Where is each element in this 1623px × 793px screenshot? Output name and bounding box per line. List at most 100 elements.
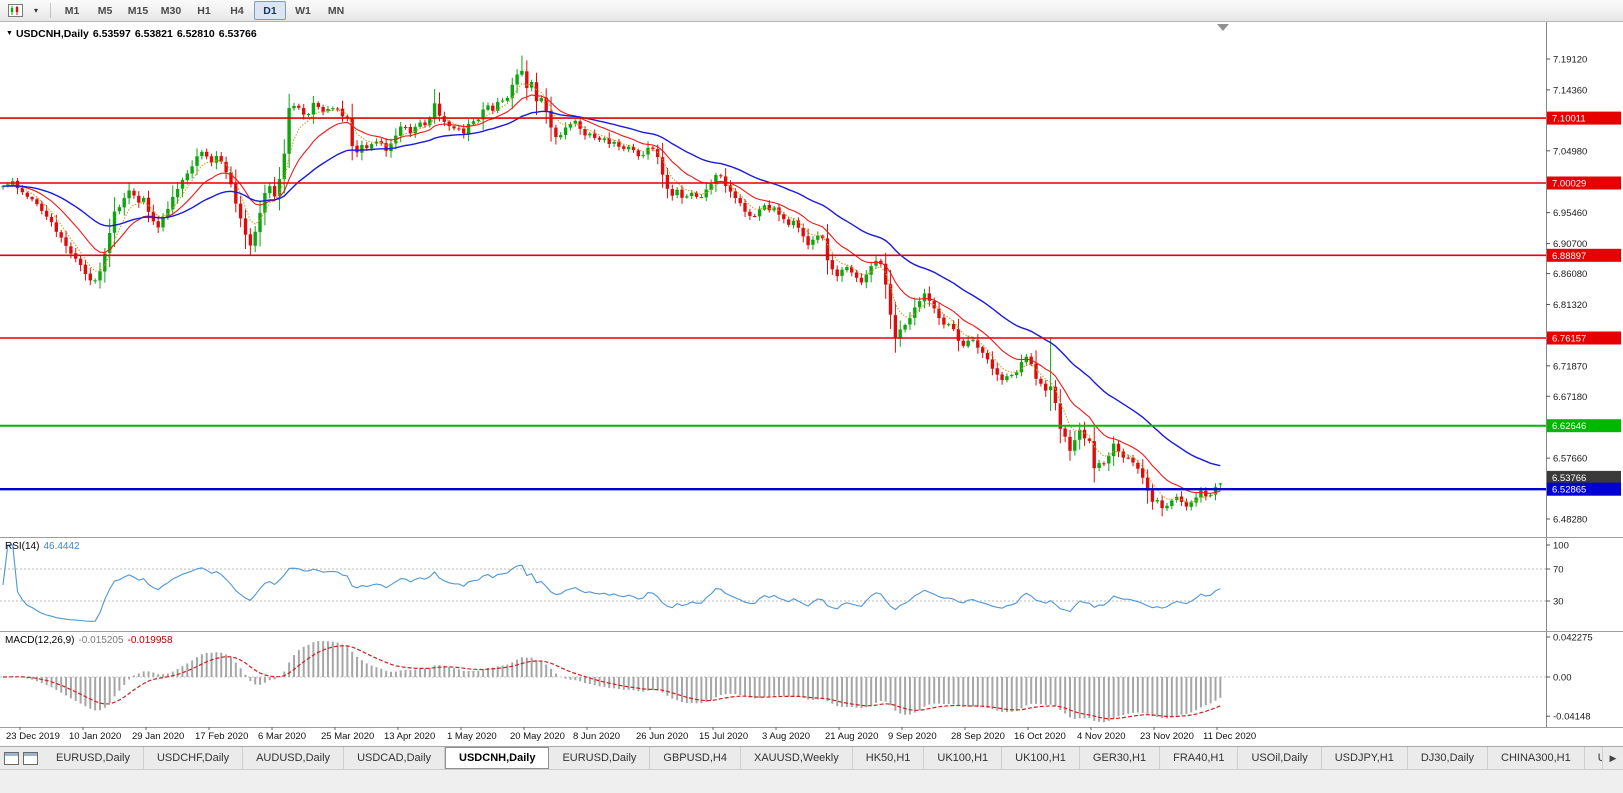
chart-tab-usdjpyh1[interactable]: USDJPY,H1 — [1322, 747, 1408, 769]
chart-tab-eurusddaily[interactable]: EURUSD,Daily — [549, 747, 651, 769]
chart-window[interactable]: 7.19120 7.14360 7.04980 6.95460 6.90700 6.860… — [0, 22, 1623, 746]
svg-text:4 Nov 2020: 4 Nov 2020 — [1077, 731, 1126, 742]
svg-text:28 Sep 2020: 28 Sep 2020 — [951, 731, 1005, 742]
svg-text:70: 70 — [1553, 565, 1564, 576]
chart-tab-uk100h1[interactable]: UK100,H1 — [1002, 747, 1080, 769]
svg-text:6.57660: 6.57660 — [1553, 454, 1587, 465]
ma-34-line — [2, 110, 1221, 467]
chart-tab-hk50h1[interactable]: HK50,H1 — [853, 747, 925, 769]
ohlc-high: 6.53821 — [134, 28, 173, 40]
chart-window-icon[interactable] — [4, 1, 27, 21]
chart-tab-dj30daily[interactable]: DJ30,Daily — [1408, 747, 1489, 769]
svg-text:6 Mar 2020: 6 Mar 2020 — [258, 731, 306, 742]
rsi-value: 46.4442 — [43, 541, 80, 552]
chart-tab-uk100h1[interactable]: UK100,H1 — [924, 747, 1003, 769]
chart-list-dropdown-icon[interactable]: ▾ — [33, 6, 38, 15]
svg-text:17 Feb 2020: 17 Feb 2020 — [195, 731, 248, 742]
svg-text:6.88897: 6.88897 — [1552, 251, 1586, 262]
chart-tab-usdcaddaily[interactable]: USDCAD,Daily — [344, 747, 446, 769]
svg-text:6.90700: 6.90700 — [1553, 239, 1587, 250]
macd-signal-value: -0.019958 — [127, 635, 173, 646]
status-bar — [0, 769, 1623, 793]
svg-text:29 Jan 2020: 29 Jan 2020 — [132, 731, 184, 742]
svg-text:26 Jun 2020: 26 Jun 2020 — [636, 731, 688, 742]
ohlc-low: 6.52810 — [176, 28, 215, 40]
chart-tab-eurusddaily[interactable]: EURUSD,Daily — [43, 747, 144, 769]
svg-text:6.53766: 6.53766 — [1552, 473, 1586, 484]
svg-text:8 Jun 2020: 8 Jun 2020 — [573, 731, 620, 742]
timeframe-button-w1[interactable]: W1 — [295, 4, 311, 17]
macd-name: MACD(12,26,9) — [5, 635, 75, 646]
svg-text:21 Aug 2020: 21 Aug 2020 — [825, 731, 878, 742]
expand-triangle-icon[interactable]: ▼ — [6, 30, 13, 37]
svg-text:100: 100 — [1553, 541, 1569, 552]
rsi-line — [2, 544, 1221, 622]
svg-text:6.71870: 6.71870 — [1553, 361, 1587, 372]
svg-text:0.00: 0.00 — [1553, 673, 1572, 684]
ohlc-open: 6.53597 — [92, 28, 131, 40]
svg-text:6.86080: 6.86080 — [1553, 269, 1587, 280]
svg-text:7.14360: 7.14360 — [1553, 85, 1587, 96]
timeframe-button-group: M1 M5 M15 M30 H1 H4 D1 W1 MN — [56, 1, 352, 20]
chart-tab-usdchfdaily[interactable]: USDCHF,Daily — [144, 747, 244, 769]
chart-tabs-bar: EURUSD,Daily USDCHF,Daily AUDUSD,Daily USDC… — [0, 746, 1623, 769]
svg-text:16 Oct 2020: 16 Oct 2020 — [1014, 731, 1066, 742]
svg-text:6.67180: 6.67180 — [1553, 392, 1587, 403]
svg-text:15 Jul 2020: 15 Jul 2020 — [699, 731, 748, 742]
mini-candlestick-icon — [8, 4, 23, 17]
chart-tab-xauusdweekly[interactable]: XAUUSD,Weekly — [741, 747, 853, 769]
rsi-name: RSI(14) — [5, 541, 40, 552]
macd-main-value: -0.015205 — [78, 635, 124, 646]
svg-text:30: 30 — [1553, 597, 1564, 608]
chart-tab-gbpusdh4[interactable]: GBPUSD,H4 — [650, 747, 741, 769]
ma-5-line — [2, 82, 1221, 503]
chart-tab-usoildaily[interactable]: USOil,Daily — [1238, 747, 1322, 769]
timeframe-button-m15[interactable]: M15 — [127, 4, 149, 17]
timeframe-button-mn[interactable]: MN — [327, 4, 345, 17]
svg-text:7.10011: 7.10011 — [1552, 114, 1586, 125]
svg-text:3 Aug 2020: 3 Aug 2020 — [762, 731, 810, 742]
new-chart-window-icon[interactable] — [23, 751, 38, 765]
timeframe-button-m1[interactable]: M1 — [64, 4, 80, 17]
macd-histogram — [6, 641, 1222, 723]
chart-shift-marker-icon[interactable] — [1217, 24, 1229, 31]
svg-text:6.52865: 6.52865 — [1552, 485, 1586, 496]
timeframe-button-m5[interactable]: M5 — [97, 4, 113, 17]
chart-tab-usdcnhdaily[interactable]: USDCNH,Daily — [445, 747, 550, 769]
svg-text:7.19120: 7.19120 — [1553, 55, 1587, 66]
tile-windows-icon[interactable] — [4, 751, 19, 765]
svg-text:20 May 2020: 20 May 2020 — [510, 731, 565, 742]
svg-text:0.042275: 0.042275 — [1553, 633, 1593, 644]
timeframe-button-d1[interactable]: D1 — [254, 1, 286, 20]
svg-text:1 May 2020: 1 May 2020 — [447, 731, 497, 742]
svg-text:6.95460: 6.95460 — [1553, 208, 1587, 219]
date-axis: 23 Dec 2019 10 Jan 2020 29 Jan 2020 17 Feb … — [6, 727, 1256, 742]
timeframe-button-h1[interactable]: H1 — [197, 4, 211, 17]
timeframe-button-m30[interactable]: M30 — [160, 4, 182, 17]
price-chart-canvas[interactable]: 7.19120 7.14360 7.04980 6.95460 6.90700 6.860… — [0, 22, 1623, 746]
macd-indicator-label: MACD(12,26,9) -0.015205 -0.019958 — [5, 635, 177, 646]
ohlc-readout: ▼ USDCNH,Daily 6.53597 6.53821 6.52810 6.5376… — [6, 28, 261, 40]
svg-text:23 Nov 2020: 23 Nov 2020 — [1140, 731, 1194, 742]
symbol-period-label: USDCNH,Daily — [15, 28, 89, 40]
svg-text:13 Apr 2020: 13 Apr 2020 — [384, 731, 435, 742]
svg-text:6.81320: 6.81320 — [1553, 300, 1587, 311]
timeframe-button-h4[interactable]: H4 — [230, 4, 244, 17]
chart-tab-u[interactable]: U — [1585, 747, 1602, 769]
svg-text:25 Mar 2020: 25 Mar 2020 — [321, 731, 374, 742]
chart-tab-fra40h1[interactable]: FRA40,H1 — [1160, 747, 1239, 769]
svg-text:7.04980: 7.04980 — [1553, 146, 1587, 157]
svg-text:6.62646: 6.62646 — [1552, 421, 1586, 432]
candlestick-series — [1, 55, 1222, 517]
tabs-scroll-right-button[interactable]: ▶ — [1602, 747, 1623, 769]
svg-text:9 Sep 2020: 9 Sep 2020 — [888, 731, 937, 742]
toolbar-separator — [50, 3, 51, 18]
chart-tab-china300h1[interactable]: CHINA300,H1 — [1488, 747, 1585, 769]
chart-tab-audusddaily[interactable]: AUDUSD,Daily — [243, 747, 345, 769]
svg-text:6.48280: 6.48280 — [1553, 515, 1587, 526]
svg-text:23 Dec 2019: 23 Dec 2019 — [6, 731, 60, 742]
ohlc-close: 6.53766 — [218, 28, 257, 40]
svg-text:6.76157: 6.76157 — [1552, 334, 1586, 345]
ma-13-line — [2, 94, 1221, 494]
chart-tab-ger30h1[interactable]: GER30,H1 — [1080, 747, 1161, 769]
